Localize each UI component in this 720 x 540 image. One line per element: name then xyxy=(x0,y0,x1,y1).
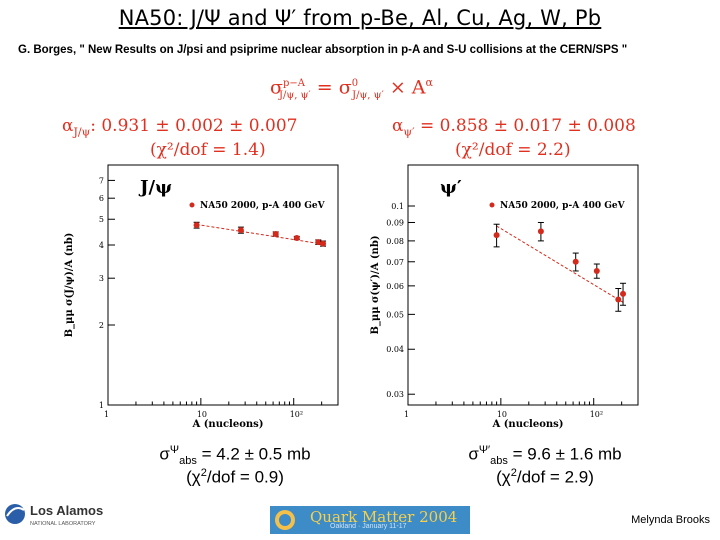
psiprime-y-tick-label: 0.03 xyxy=(386,390,404,399)
logo-swoosh-icon xyxy=(6,507,25,517)
chi2-psiprime: (χ²/dof = 2.2) xyxy=(455,140,571,160)
formula-rhs-sub: J/ψ, ψ′ xyxy=(352,90,384,102)
qm-emblem-icon xyxy=(275,510,295,530)
sigma-abs-psiprime-chi2: (χ2/dof = 2.9) xyxy=(440,467,650,488)
psiprime-point-Al xyxy=(537,228,544,235)
formula-lhs-sup: p−A xyxy=(282,78,305,89)
conference-subtitle: Oakland · January 11-17 xyxy=(330,523,407,530)
psiprime-fit-line xyxy=(496,225,624,303)
sigma-abs-jpsi-chi2: (χ2/dof = 0.9) xyxy=(130,467,340,488)
jpsi-y-tick-label: 2 xyxy=(99,321,104,330)
jpsi-x-tick-label: 1 xyxy=(104,410,109,419)
scaling-formula: σp−AJ/ψ, ψ′ = σ0J/ψ, ψ′ × Aα xyxy=(270,76,433,101)
jpsi-point-Al xyxy=(237,227,244,234)
chi2-jpsi: (χ²/dof = 1.4) xyxy=(150,140,266,160)
psiprime-point-Ag xyxy=(593,267,600,274)
sigma-abs-psiprime: σΨ′abs = 9.6 ± 1.6 mb xyxy=(440,444,650,467)
jpsi-point-Cu xyxy=(272,230,279,237)
jpsi-point-Be xyxy=(193,222,200,229)
formula-lhs-sub: J/ψ, ψ′ xyxy=(279,90,311,102)
jpsi-x-axis-label: A (nucleons) xyxy=(191,419,263,430)
logo-line1: Los Alamos xyxy=(30,503,103,518)
jpsi-y-tick-label: 7 xyxy=(99,176,104,185)
jpsi-plot-frame xyxy=(107,164,339,406)
jpsi-y-tick-label: 6 xyxy=(99,194,104,203)
jpsi-chart-title: J/ψ xyxy=(138,177,172,198)
chi-open: (χ xyxy=(496,467,511,487)
alpha-jpsi-value: : 0.931 ± 0.002 ± 0.007 xyxy=(90,116,298,136)
psiprime-y-tick-label: 0.05 xyxy=(386,310,404,319)
los-alamos-logo: Los Alamos NATIONAL LABORATORY xyxy=(5,503,103,527)
psiprime-x-tick-label: 10² xyxy=(590,410,603,419)
psi-symbol: Ψ′ xyxy=(478,444,491,456)
psiprime-x-tick-label: 1 xyxy=(404,410,409,419)
psiprime-point-Cu xyxy=(572,258,579,265)
jpsi-y-tick-label: 5 xyxy=(99,215,104,224)
sigma-abs-jpsi: σΨabs = 4.2 ± 0.5 mb xyxy=(130,444,340,467)
jpsi-y-tick-label: 1 xyxy=(99,401,104,410)
alpha-jpsi-label: α xyxy=(62,116,74,136)
jpsi-legend-marker xyxy=(189,202,195,208)
psiprime-point-Be xyxy=(493,232,500,239)
psiprime-y-tick-label: 0.08 xyxy=(386,237,404,246)
psiprime-x-axis-label: A (nucleons) xyxy=(491,419,563,430)
abs-subscript: abs xyxy=(179,455,197,468)
alpha-jpsi-sub: J/ψ xyxy=(73,125,91,139)
alpha-psiprime-sub: ψ′ xyxy=(403,125,415,139)
jpsi-point-W xyxy=(315,239,322,246)
jpsi-x-tick-label: 10² xyxy=(290,410,303,419)
slide-title: NA50: J/Ψ and Ψ′ from p-Be, Al, Cu, Ag, … xyxy=(118,6,602,30)
chi-rest: /dof = 0.9) xyxy=(206,467,284,487)
citation: G. Borges, " New Results on J/psi and ps… xyxy=(18,44,628,56)
conference-name: Quark Matter 2004 xyxy=(310,508,458,526)
logo-line2: NATIONAL LABORATORY xyxy=(30,521,96,527)
jpsi-y-tick-label: 3 xyxy=(99,274,104,283)
sigma-abs-value: = 4.2 ± 0.5 mb xyxy=(196,444,311,464)
psiprime-y-tick-label: 0.1 xyxy=(391,202,404,211)
jpsi-x-tick-label: 10 xyxy=(197,410,207,419)
psi-symbol: Ψ xyxy=(169,444,180,456)
psiprime-y-axis-label: B_μμ σ(ψ′)/A (nb) xyxy=(370,235,381,334)
psiprime-legend-marker xyxy=(489,202,495,208)
jpsi-fit-line xyxy=(196,223,324,245)
sigma-symbol: σ xyxy=(159,444,170,464)
alpha-jpsi: αJ/ψ: 0.931 ± 0.002 ± 0.007 xyxy=(62,116,297,138)
jpsi-y-axis-label: B_μμ σ(J/ψ)/A (nb) xyxy=(64,233,75,338)
formula-times: × A xyxy=(389,76,426,99)
alpha-psiprime-label: α xyxy=(392,116,404,136)
psiprime-y-tick-label: 0.09 xyxy=(386,218,404,227)
psiprime-plot-frame xyxy=(407,164,639,406)
chi-sup: 2 xyxy=(200,467,207,479)
psiprime-y-tick-label: 0.06 xyxy=(386,282,404,291)
formula-sigma: σ xyxy=(270,76,283,99)
abs-subscript: abs xyxy=(490,455,508,468)
author-name: Melynda Brooks xyxy=(631,514,710,526)
psiprime-legend-label: NA50 2000, p-A 400 GeV xyxy=(500,201,626,211)
jpsi-legend-label: NA50 2000, p-A 400 GeV xyxy=(200,201,326,211)
psiprime-point-W xyxy=(615,296,622,303)
psiprime-x-tick-label: 10 xyxy=(497,410,507,419)
sigma-abs-value: = 9.6 ± 1.6 mb xyxy=(507,444,622,464)
jpsi-y-tick-label: 4 xyxy=(99,241,104,250)
alpha-psiprime: αψ′ = 0.858 ± 0.017 ± 0.008 xyxy=(392,116,636,138)
psiprime-y-tick-label: 0.07 xyxy=(386,258,404,267)
formula-alpha: α xyxy=(425,76,433,89)
quark-matter-banner xyxy=(270,506,470,534)
formula-rhs-sup: 0 xyxy=(351,78,359,89)
chi-open: (χ xyxy=(186,467,201,487)
psiprime-point-Pb xyxy=(620,290,627,297)
formula-sigma-0: σ xyxy=(338,76,352,99)
formula-equals: = xyxy=(316,76,333,99)
chi-sup: 2 xyxy=(510,467,517,479)
sigma-symbol: σ xyxy=(468,444,479,464)
jpsi-point-Pb xyxy=(320,240,327,247)
jpsi-point-Ag xyxy=(293,235,300,242)
alpha-psiprime-value: = 0.858 ± 0.017 ± 0.008 xyxy=(414,116,636,136)
psiprime-chart-title: ψ′ xyxy=(440,177,462,198)
psiprime-y-tick-label: 0.04 xyxy=(386,345,404,354)
chi-rest: /dof = 2.9) xyxy=(516,467,594,487)
